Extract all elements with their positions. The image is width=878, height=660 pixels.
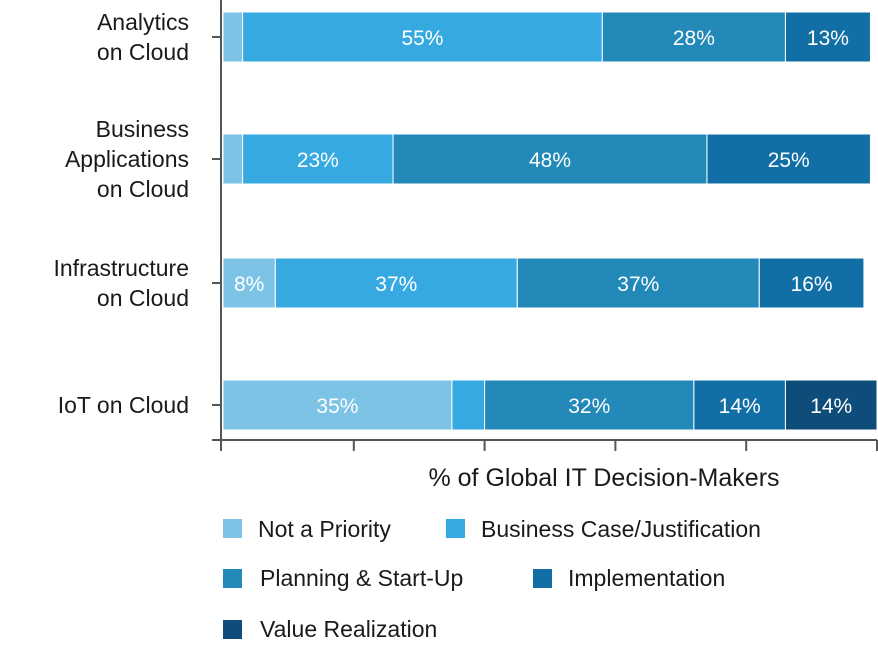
legend-swatch (223, 519, 242, 538)
x-axis-title: % of Global IT Decision-Makers (428, 464, 779, 492)
bars-layer (222, 11, 878, 431)
bar-segment (242, 11, 603, 63)
legend-label: Planning & Start-Up (260, 565, 463, 591)
data-label: 35% (316, 395, 358, 418)
bar-segment (693, 379, 786, 431)
data-label: 8% (234, 273, 264, 296)
category-label: Analytics on Cloud (97, 9, 189, 65)
data-label: 13% (807, 27, 849, 50)
bar-segment (451, 379, 486, 431)
bar-segment (516, 257, 760, 309)
data-label: 25% (768, 149, 810, 172)
bar-segment (784, 11, 871, 63)
legend-label: Business Case/Justification (481, 516, 761, 542)
bar-segment (222, 11, 244, 63)
axes-layer (212, 0, 878, 451)
bar-segment (758, 257, 865, 309)
bar-segment (706, 133, 871, 185)
bar-segment (601, 11, 786, 63)
legend-swatch (533, 569, 552, 588)
bar-segment (242, 133, 394, 185)
category-label: Infrastructure on Cloud (54, 255, 190, 311)
data-label: 48% (529, 149, 571, 172)
data-label: 32% (568, 395, 610, 418)
bar-segment (484, 379, 695, 431)
category-label: Business Applications on Cloud (65, 116, 189, 202)
legend-label: Implementation (568, 565, 725, 591)
bar-segment (274, 257, 518, 309)
bar-segment (392, 133, 708, 185)
data-label: 14% (719, 395, 761, 418)
bar-segment (222, 257, 276, 309)
bar-segment (784, 379, 878, 431)
legend-label: Not a Priority (258, 516, 391, 542)
legend-swatch (223, 569, 242, 588)
legend-swatch (446, 519, 465, 538)
data-label: 16% (791, 273, 833, 296)
bar-segment (222, 133, 244, 185)
data-label: 14% (810, 395, 852, 418)
data-label: 37% (617, 273, 659, 296)
data-label: 37% (375, 273, 417, 296)
data-label: 28% (673, 27, 715, 50)
data-label: 55% (401, 27, 443, 50)
data-label: 23% (297, 149, 339, 172)
legend: Not a Priority Business Case/Justificatio… (223, 516, 761, 642)
legend-label: Value Realization (260, 616, 437, 642)
labels-layer: 55% 28% 13% Analytics on Cloud 23% 48% 25% Busin… (54, 9, 853, 418)
category-label: IoT on Cloud (58, 392, 189, 418)
legend-swatch (223, 620, 242, 639)
